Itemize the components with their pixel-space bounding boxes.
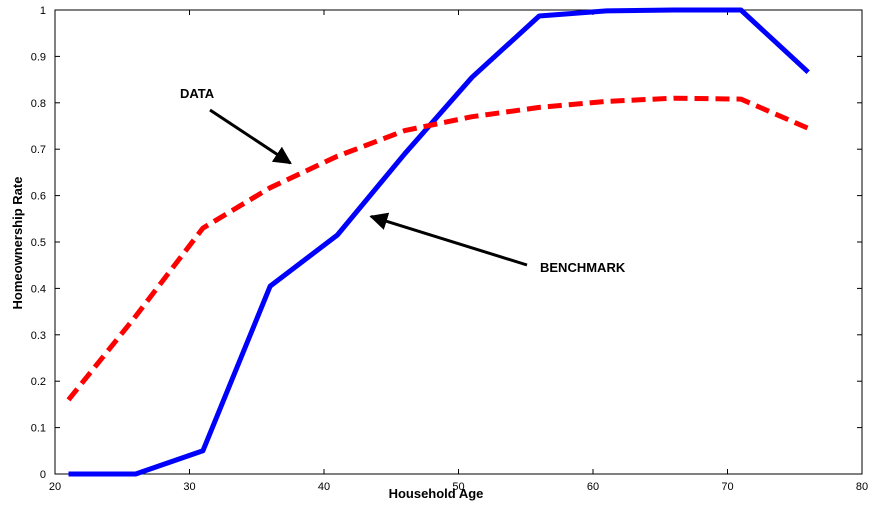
x-tick-label: 70 — [721, 481, 733, 493]
y-tick-label: 0.1 — [31, 423, 46, 435]
x-tick-label: 40 — [318, 481, 330, 493]
y-tick-label: 1 — [40, 5, 46, 17]
y-tick-label: 0.7 — [31, 144, 46, 156]
annotations: DATA BENCHMARK — [180, 86, 626, 275]
axis-ticks — [54, 9, 863, 475]
y-tick-label: 0.6 — [31, 191, 46, 203]
annotation-arrow-data — [209, 108, 292, 165]
annotation-benchmark: BENCHMARK — [540, 260, 626, 275]
annotation-data: DATA — [180, 86, 215, 101]
y-tick-label: 0.5 — [31, 237, 46, 249]
x-tick-label: 30 — [183, 481, 195, 493]
series-line-data — [66, 95, 810, 402]
axis-tick-labels: 20 30 40 50 60 70 80 0 0.1 0.2 0.3 0.4 0.5 0.6 0.7 0.8 0… — [31, 5, 868, 493]
series-line-benchmark — [68, 7, 810, 477]
y-tick-label: 0.2 — [31, 376, 46, 388]
x-tick-label: 50 — [452, 481, 464, 493]
annotation-arrow-benchmark — [369, 212, 528, 267]
x-axis-label: Household Age — [389, 486, 484, 501]
y-tick-label: 0.4 — [31, 283, 46, 295]
series-lines — [66, 7, 810, 477]
y-tick-label: 0.8 — [31, 98, 46, 110]
y-axis-label: Homeownership Rate — [10, 177, 25, 310]
plot-frame — [54, 9, 863, 475]
x-tick-label: 60 — [587, 481, 599, 493]
y-tick-label: 0 — [40, 469, 46, 481]
x-tick-label: 20 — [49, 481, 61, 493]
y-tick-label: 0.9 — [31, 51, 46, 63]
x-tick-label: 80 — [856, 481, 868, 493]
y-tick-label: 0.3 — [31, 330, 46, 342]
